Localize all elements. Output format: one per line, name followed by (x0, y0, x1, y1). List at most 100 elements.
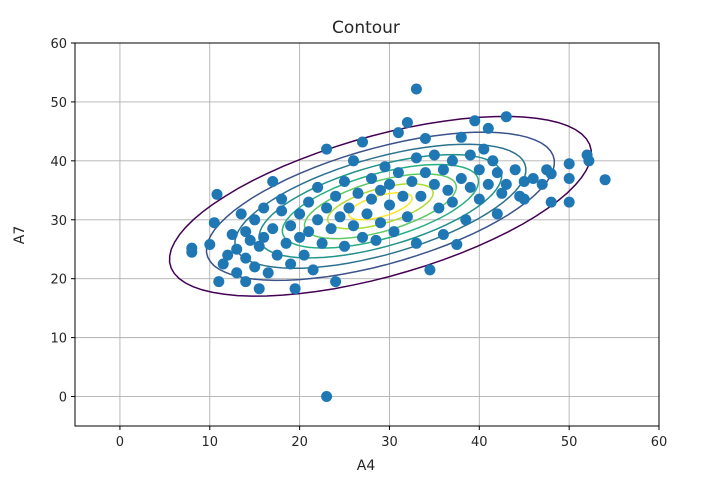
scatter-point (464, 149, 476, 161)
scatter-point (298, 249, 310, 261)
scatter-point (469, 115, 481, 127)
scatter-point (496, 187, 508, 199)
scatter-point (455, 173, 467, 184)
scatter-point (599, 174, 611, 186)
x-tick-label: 30 (381, 435, 398, 450)
contour-level (326, 183, 434, 230)
scatter-point (253, 240, 265, 252)
scatter-point (433, 202, 445, 214)
scatter-point (455, 131, 467, 143)
scatter-point (213, 276, 225, 288)
scatter-point (343, 202, 355, 214)
contour-level (348, 192, 413, 221)
scatter-point (249, 214, 261, 226)
scatter-point (289, 283, 301, 295)
y-tick-label: 30 (50, 214, 67, 229)
scatter-point (487, 155, 499, 167)
scatter-point (428, 178, 440, 190)
scatter-point (339, 176, 350, 187)
scatter-point (392, 127, 404, 139)
scatter-point (370, 234, 382, 246)
scatter-point (244, 234, 256, 246)
scatter-point (240, 276, 252, 288)
scatter-point (303, 226, 315, 238)
scatter-point (545, 196, 557, 208)
scatter-point (410, 83, 422, 95)
scatter-point (379, 161, 391, 173)
scatter-point (384, 178, 395, 190)
scatter-point (446, 155, 458, 167)
scatter-point (267, 223, 279, 235)
contour-level (281, 163, 480, 249)
scatter-point (339, 240, 350, 252)
scatter-point (211, 188, 223, 200)
scatter-point (217, 258, 229, 270)
scatter-point (375, 217, 386, 229)
scatter-point (267, 176, 279, 187)
scatter-point (330, 276, 342, 288)
y-tick-label: 10 (50, 332, 67, 347)
y-tick-label: 0 (59, 391, 67, 406)
scatter-point (410, 237, 422, 249)
scatter-point (388, 226, 400, 238)
contour-level (168, 115, 592, 297)
scatter-point (235, 208, 247, 220)
y-tick-label: 40 (50, 155, 67, 170)
y-tick-label: 60 (50, 37, 67, 52)
scatter-point (348, 220, 359, 232)
scatter-point (563, 196, 575, 208)
scatter-point (419, 167, 431, 179)
scatter-point (348, 155, 359, 167)
scatter-point (325, 223, 337, 235)
scatter-point (460, 214, 472, 226)
y-tick-label: 20 (50, 273, 67, 288)
scatter-point (280, 237, 292, 249)
scatter-point (240, 226, 252, 238)
scatter-point (478, 143, 490, 155)
scatter-point (375, 184, 386, 196)
scatter-point (222, 249, 234, 261)
scatter-point (312, 214, 324, 226)
scatter-point (330, 190, 342, 202)
scatter-point (366, 193, 377, 205)
scatter-point (437, 164, 449, 176)
scatter-point (285, 220, 297, 232)
scatter-point (226, 229, 238, 240)
scatter-point (518, 176, 530, 187)
x-tick-label: 40 (471, 435, 488, 450)
scatter-point (294, 208, 306, 220)
scatter-point (437, 229, 449, 240)
scatter-point (442, 184, 454, 196)
scatter-point (428, 149, 440, 161)
scatter-point (312, 181, 324, 193)
scatter-point (321, 143, 333, 155)
scatter-point (208, 217, 220, 229)
scatter-point (545, 168, 557, 180)
scatter-point (231, 267, 243, 279)
scatter-point (473, 193, 485, 205)
x-axis-label: A4 (357, 458, 376, 474)
scatter-point (334, 211, 346, 223)
scatter-point (419, 133, 431, 144)
scatter-point (491, 167, 503, 179)
scatter-point (285, 258, 297, 270)
scatter-point (536, 178, 548, 190)
scatter-point (231, 243, 243, 255)
scatter-point (482, 178, 494, 190)
x-tick-label: 50 (561, 435, 578, 450)
scatter-point (316, 237, 328, 249)
scatter-point (464, 181, 476, 193)
y-axis-label: A7 (12, 226, 28, 244)
x-tick-label: 60 (651, 435, 668, 450)
scatter-point (352, 187, 364, 199)
scatter-point (500, 111, 512, 123)
x-axis-ticks: 0 10 20 30 40 50 60 (116, 426, 667, 450)
scatter-point (392, 167, 404, 179)
scatter-point (518, 193, 530, 205)
scatter-point (406, 176, 418, 187)
scatter-point (509, 164, 521, 176)
scatter-point (361, 208, 373, 220)
scatter-point (473, 164, 485, 176)
scatter-point (262, 267, 274, 279)
scatter-point (451, 239, 463, 250)
